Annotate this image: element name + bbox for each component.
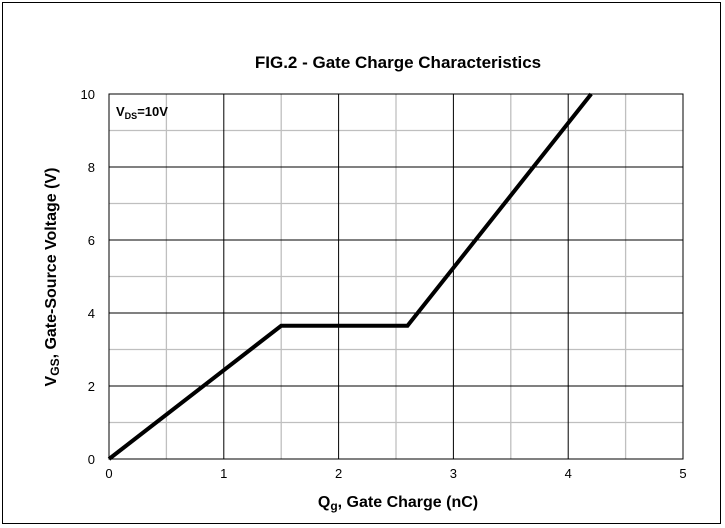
- y-tick-label: 6: [88, 233, 95, 248]
- x-tick-label: 3: [450, 466, 457, 481]
- chart-title: FIG.2 - Gate Charge Characteristics: [255, 53, 541, 72]
- x-axis-label: Qg, Gate Charge (nC): [318, 494, 478, 513]
- x-tick-labels: 0 1 2 3 4 5: [105, 466, 686, 481]
- x-tick-label: 2: [335, 466, 342, 481]
- minor-gridlines: [109, 94, 683, 459]
- y-tick-label: 8: [88, 160, 95, 175]
- x-tick-label: 4: [565, 466, 572, 481]
- y-axis-label: VGS, Gate-Source Voltage (V): [43, 168, 62, 387]
- x-tick-label: 1: [220, 466, 227, 481]
- vds-annotation: VDS=10V: [116, 104, 168, 121]
- x-tick-label: 0: [105, 466, 112, 481]
- y-tick-label: 0: [88, 452, 95, 467]
- series-line: [107, 92, 593, 461]
- y-tick-label: 4: [88, 306, 95, 321]
- y-tick-label: 10: [81, 87, 95, 102]
- plot-area: [108, 93, 684, 460]
- x-tick-label: 5: [679, 466, 686, 481]
- y-tick-label: 2: [88, 379, 95, 394]
- y-tick-labels: 0 2 4 6 8 10: [81, 87, 95, 467]
